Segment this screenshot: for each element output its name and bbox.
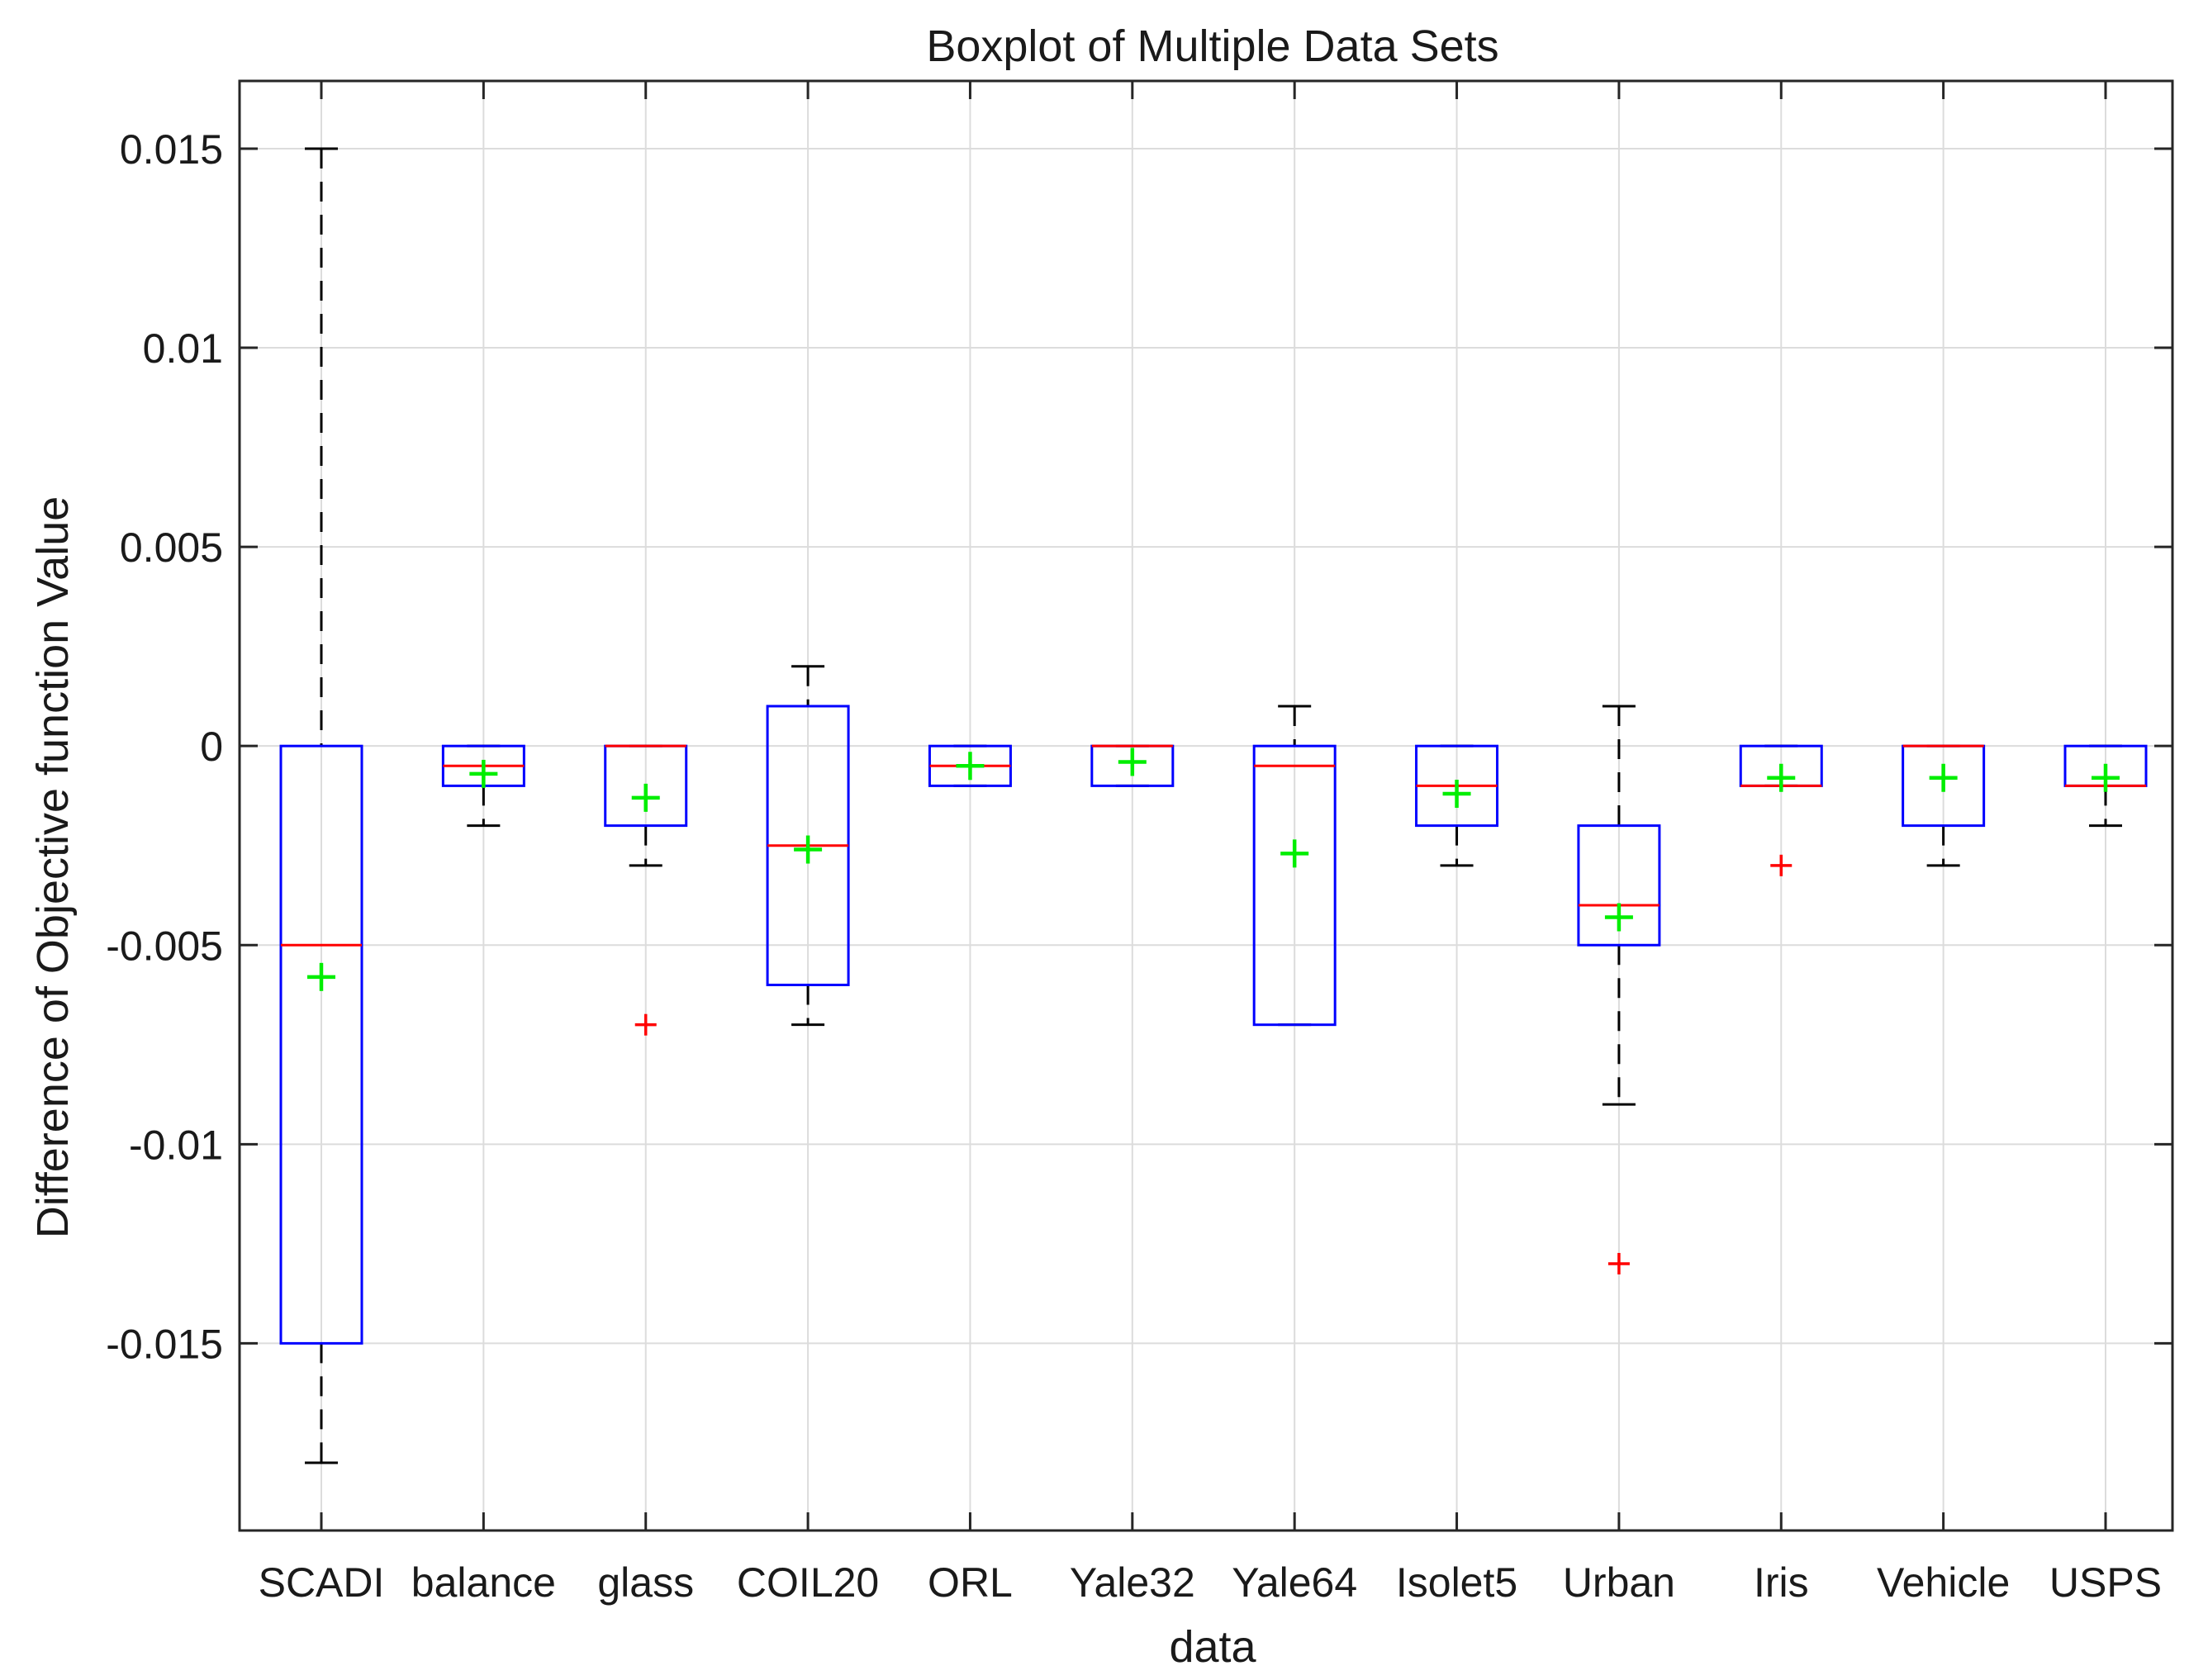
- mean-marker: [1280, 839, 1309, 868]
- mean-marker: [307, 962, 335, 991]
- iqr-box: [1252, 744, 1337, 1027]
- x-tick-label: Iris: [1754, 1559, 1809, 1606]
- y-tick-label: 0.005: [120, 524, 223, 571]
- box-orl: [928, 744, 1012, 787]
- mean-marker: [956, 752, 985, 781]
- x-tick-label: Urban: [1563, 1559, 1675, 1606]
- x-tick-label: Vehicle: [1877, 1559, 2010, 1606]
- box-balance: [441, 744, 525, 828]
- ticks-layer: -0.015 -0.01 -0.005 0 0.005 0.01 0.015 SCADI bal…: [106, 81, 2172, 1606]
- mean-marker: [794, 835, 823, 864]
- y-tick-label: -0.01: [129, 1122, 223, 1168]
- mean-marker: [631, 783, 660, 812]
- y-tick-label: -0.005: [106, 923, 223, 969]
- y-tick-label: 0.015: [120, 126, 223, 173]
- outlier-marker: [1607, 1252, 1630, 1274]
- mean-marker: [2092, 763, 2120, 792]
- y-axis-label: Difference of Objective function Value: [28, 496, 78, 1239]
- outlier-marker: [1770, 854, 1793, 876]
- x-tick-label: Yale32: [1070, 1559, 1195, 1606]
- box-urban: [1577, 705, 1661, 1274]
- iqr-box: [279, 744, 363, 1345]
- x-tick-label: USPS: [2049, 1559, 2162, 1606]
- mean-marker: [1604, 903, 1633, 932]
- box-usps: [2063, 744, 2148, 828]
- mean-marker: [1118, 747, 1147, 776]
- x-tick-label: SCADI: [259, 1559, 385, 1606]
- grid-lines: [240, 81, 2172, 1531]
- outlier-marker: [634, 1013, 657, 1036]
- x-tick-label: COIL20: [737, 1559, 879, 1606]
- x-tick-label: glass: [597, 1559, 694, 1606]
- box-yale32: [1090, 744, 1175, 787]
- box-coil20: [766, 665, 850, 1027]
- chart-title: Boxplot of Multiple Data Sets: [926, 21, 1498, 71]
- box-glass: [604, 744, 688, 1036]
- box-iris: [1739, 744, 1823, 876]
- plot-area-frame: [238, 79, 2174, 1532]
- y-tick-label: 0.01: [143, 325, 223, 372]
- box-scadi: [279, 147, 363, 1464]
- x-axis-label: data: [1169, 1622, 1256, 1672]
- x-tick-label: ORL: [928, 1559, 1013, 1606]
- x-tick-label: Isolet5: [1396, 1559, 1517, 1606]
- y-tick-label: -0.015: [106, 1321, 223, 1367]
- mean-marker: [1442, 780, 1471, 809]
- box-yale64: [1252, 705, 1337, 1027]
- box-isolet5: [1415, 744, 1499, 867]
- mean-marker: [1767, 763, 1796, 792]
- mean-marker: [469, 759, 498, 788]
- iqr-box: [1577, 824, 1661, 947]
- x-tick-label: Yale64: [1232, 1559, 1357, 1606]
- boxes-layer: [279, 147, 2148, 1464]
- mean-marker: [1929, 763, 1958, 792]
- x-tick-label: balance: [411, 1559, 556, 1606]
- y-tick-label: 0: [200, 724, 223, 770]
- box-vehicle: [1902, 744, 1986, 867]
